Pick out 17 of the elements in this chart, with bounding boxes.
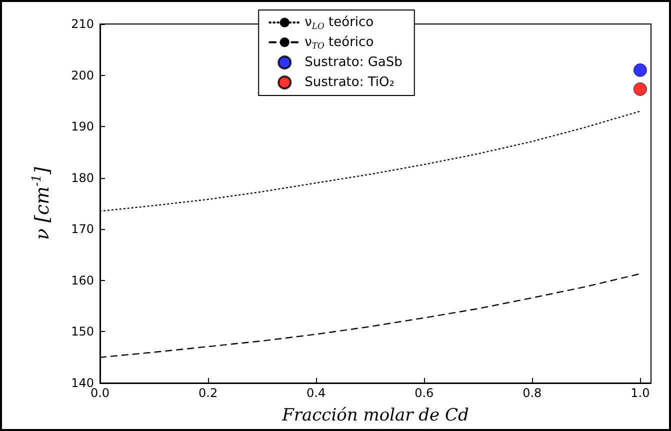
y-tick-label: 200 [71, 68, 94, 82]
y-tick-label: 150 [71, 324, 94, 339]
y-tick-label: 160 [71, 273, 94, 288]
x-axis-title: Fracción molar de Cd [281, 406, 470, 426]
x-tick-label: 0.2 [198, 386, 218, 400]
y-tick-label: 190 [71, 120, 94, 134]
x-tick-label: 0.4 [306, 386, 326, 400]
x-tick-label: 1.0 [630, 386, 650, 400]
legend-label: Sustrato: GaSb [304, 55, 402, 70]
y-tick-label: 210 [71, 17, 94, 31]
y-axis-title: ν [cm-1] [30, 166, 54, 240]
x-tick-label: 0.0 [90, 386, 110, 400]
y-tick-label: 170 [71, 222, 94, 236]
y-tick-label: 180 [71, 170, 94, 185]
x-tick-label: 0.8 [522, 386, 542, 400]
legend-label: Sustrato: TiO₂ [304, 75, 394, 90]
x-tick-label: 0.6 [414, 386, 434, 400]
